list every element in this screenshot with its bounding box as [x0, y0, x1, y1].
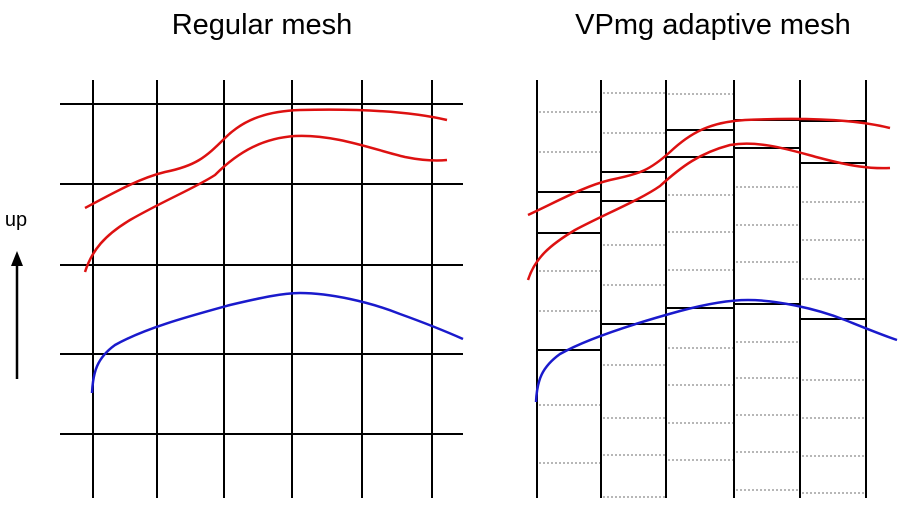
adaptive-mesh-dotted-grid	[539, 92, 865, 498]
regular-mesh-grid	[60, 80, 463, 498]
upper-red-curve	[84, 108, 448, 210]
up-arrow-icon	[11, 251, 23, 379]
right-panel-title: VPmg adaptive mesh	[575, 9, 851, 41]
adaptive-mesh-solid-grid	[536, 80, 867, 498]
blue-curve	[90, 291, 464, 394]
up-label: up	[5, 209, 27, 231]
adaptive-mesh-panel	[526, 80, 898, 498]
blue-curve	[534, 298, 898, 403]
upper-red-curve	[527, 117, 891, 217]
lower-red-curve	[526, 142, 891, 281]
left-panel-title: Regular mesh	[172, 9, 353, 41]
lower-red-curve	[83, 134, 448, 273]
regular-mesh-panel	[60, 80, 464, 498]
